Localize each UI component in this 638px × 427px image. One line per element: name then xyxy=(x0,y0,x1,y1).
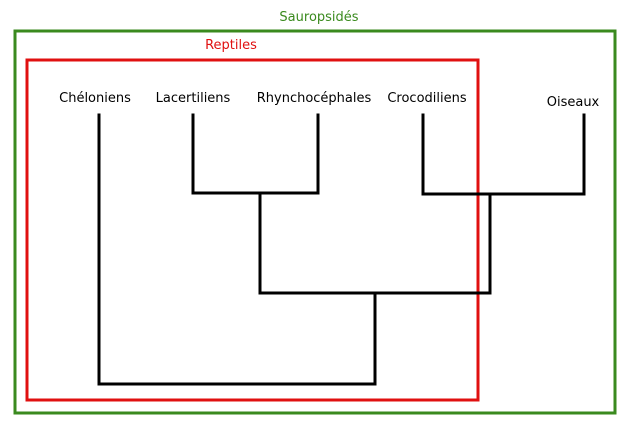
taxon-label-lacertiliens: Lacertiliens xyxy=(156,91,231,106)
taxon-label-cheloniens: Chéloniens xyxy=(59,91,131,106)
reptiles-group-label: Reptiles xyxy=(205,38,257,53)
reptiles-group-box xyxy=(25,58,480,402)
branch-squamates-archosaurs xyxy=(258,191,492,295)
taxon-label-oiseaux: Oiseaux xyxy=(547,95,600,110)
branch-lacertiliens-rhynchocephales xyxy=(191,113,320,195)
sauropsides-group-box xyxy=(13,29,617,415)
sauropsides-group-label: Sauropsidés xyxy=(279,10,358,25)
taxon-label-crocodiliens: Crocodiliens xyxy=(387,91,467,106)
cladogram-tree xyxy=(97,113,586,386)
branch-crocodiliens-oiseaux xyxy=(421,113,586,196)
branch-cheloniens-root xyxy=(97,113,377,386)
taxon-label-rhynchocephales: Rhynchocéphales xyxy=(257,91,372,106)
